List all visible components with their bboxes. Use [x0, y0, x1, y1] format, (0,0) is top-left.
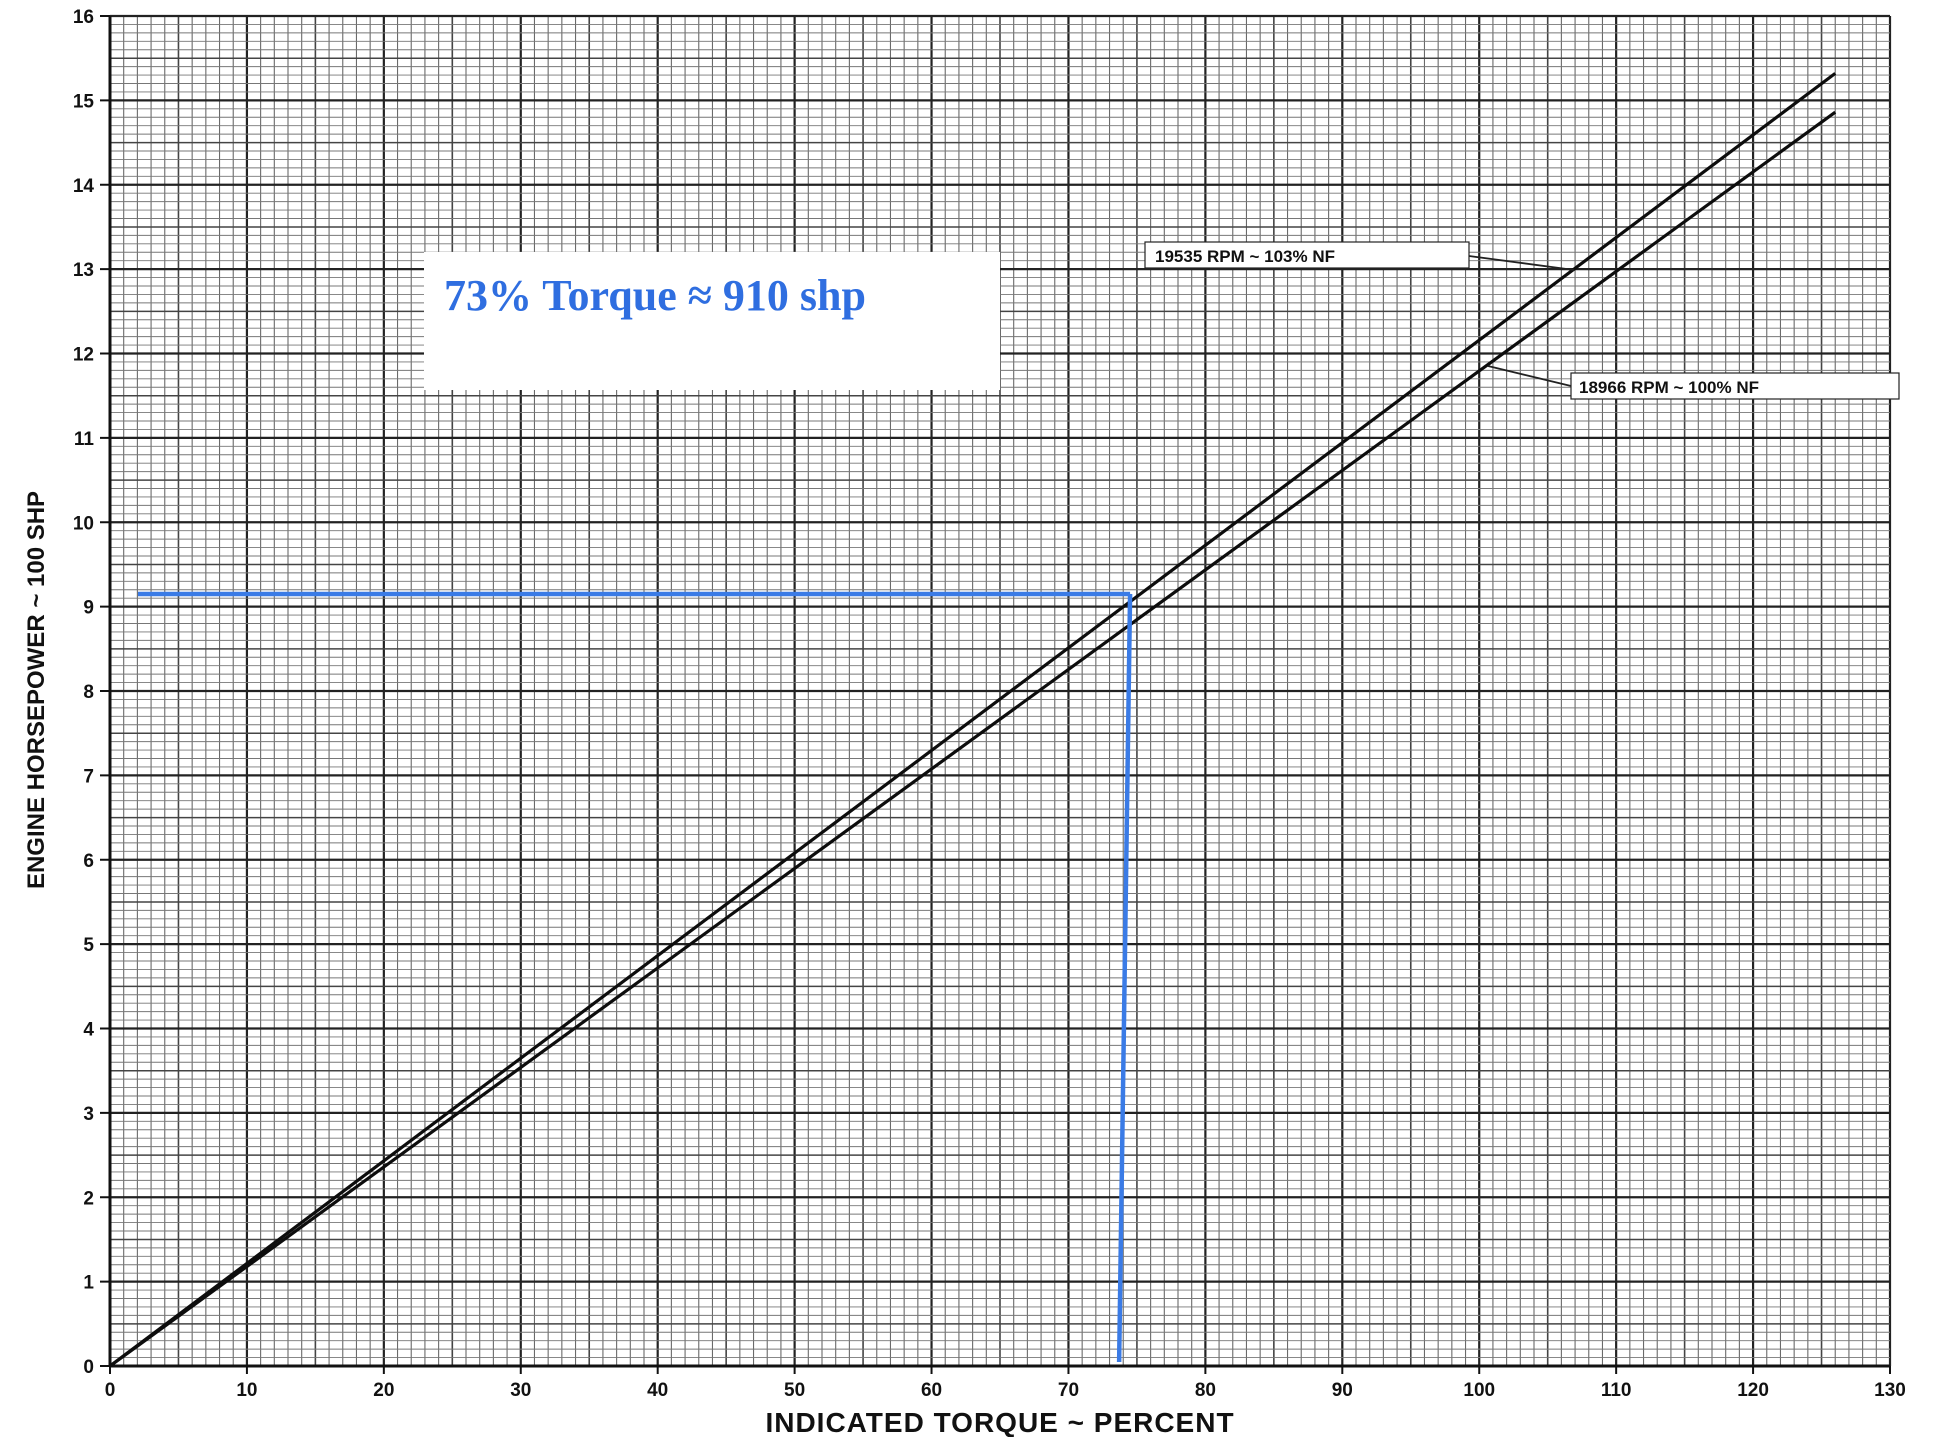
- y-tick-label: 10: [73, 513, 94, 534]
- curve-label-100: 18966 RPM ~ 100% NF: [1487, 365, 1900, 400]
- curve-label-100-text: 18966 RPM ~ 100% NF: [1579, 378, 1759, 397]
- curve-label-103: 19535 RPM ~ 103% NF: [1144, 241, 1575, 271]
- y-tick-label: 4: [83, 1020, 94, 1041]
- y-tick-label: 3: [83, 1104, 94, 1125]
- grid: [108, 14, 1892, 1368]
- y-tick-label: 12: [73, 345, 94, 366]
- series-line-100-nf: [109, 110, 1837, 1368]
- x-tick-label: 30: [510, 1380, 531, 1401]
- curve-label-100-box: [1570, 372, 1900, 400]
- axes: 0 10 20 30 40 50 60 70 80 90 100 110 120 130012345678…: [73, 7, 1906, 1401]
- y-tick-label: 8: [83, 682, 94, 703]
- x-tick-label: 10: [236, 1380, 257, 1401]
- x-tick-label: 110: [1601, 1380, 1632, 1401]
- x-tick-label: 0: [105, 1380, 116, 1401]
- curve-label-100-leader: [1487, 365, 1572, 387]
- y-tick-label: 7: [83, 766, 94, 787]
- x-tick-label: 100: [1463, 1380, 1495, 1401]
- y-tick-label: 2: [83, 1188, 94, 1209]
- y-tick-label: 14: [73, 176, 95, 197]
- x-axis-title: INDICATED TORQUE ~ PERCENT: [765, 1407, 1234, 1437]
- x-tick-label: 80: [1195, 1380, 1216, 1401]
- x-tick-label: 20: [373, 1380, 394, 1401]
- reference-lines: [138, 591, 1133, 1363]
- y-tick-label: 16: [73, 7, 94, 28]
- y-tick-label: 13: [73, 260, 94, 281]
- y-tick-label: 11: [74, 429, 95, 450]
- x-tick-label: 120: [1737, 1380, 1769, 1401]
- curve-label-103-text: 19535 RPM ~ 103% NF: [1155, 247, 1335, 266]
- series-line-103-nf: [109, 72, 1837, 1368]
- annotation: 73% Torque ≈ 910 shp: [424, 252, 1000, 390]
- y-axis-title: ENGINE HORSEPOWER ~ 100 SHP: [23, 491, 50, 889]
- y-tick-label: 1: [83, 1273, 94, 1294]
- curve-label-103-box: [1144, 241, 1470, 269]
- x-tick-label: 50: [784, 1380, 805, 1401]
- x-tick-label: 70: [1058, 1380, 1079, 1401]
- x-tick-label: 40: [647, 1380, 668, 1401]
- x-tick-label: 90: [1332, 1380, 1353, 1401]
- x-tick-label: 130: [1874, 1380, 1906, 1401]
- curve-label-103-leader: [1468, 255, 1575, 271]
- reference-line-vertical: [1116, 593, 1133, 1363]
- annotation-box: [424, 252, 1000, 390]
- series-lines: [109, 72, 1837, 1368]
- y-tick-label: 6: [83, 851, 94, 872]
- y-tick-label: 0: [83, 1357, 94, 1378]
- annotation-text: 73% Torque ≈ 910 shp: [444, 271, 866, 320]
- x-tick-label: 60: [921, 1380, 942, 1401]
- y-tick-label: 5: [83, 935, 94, 956]
- y-tick-label: 9: [83, 598, 94, 619]
- y-tick-label: 15: [73, 91, 95, 112]
